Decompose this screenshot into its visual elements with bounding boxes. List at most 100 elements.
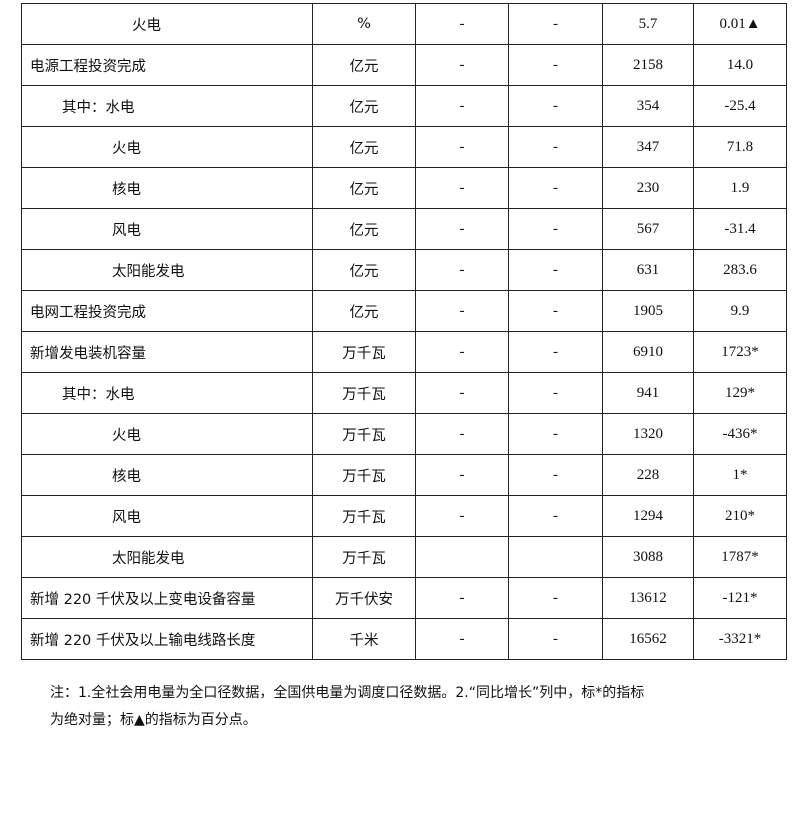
growth-cell: -121* [693, 577, 787, 619]
value-cell: - [508, 372, 603, 414]
value-cell: - [508, 249, 603, 291]
table-row: 电源工程投资完成 亿元 - -2158 14.0 [21, 44, 787, 86]
growth-cell: -436* [693, 413, 787, 455]
table-row: 新增发电装机容量 万千瓦 - -6910 1723* [21, 331, 787, 373]
value-cell: - [508, 577, 603, 619]
row-label: 新增 220 千伏及以上变电设备容量 [21, 577, 313, 619]
row-label: 太阳能发电 [21, 536, 313, 578]
value-cell: 6910 [602, 331, 694, 373]
row-label: 火电 [21, 126, 313, 168]
value-cell: - [508, 454, 603, 496]
value-cell: - [508, 3, 603, 45]
growth-cell: -25.4 [693, 85, 787, 127]
unit-cell: 万千瓦 [312, 372, 416, 414]
value-cell: - [415, 3, 509, 45]
value-cell [508, 536, 603, 578]
growth-cell: 14.0 [693, 44, 787, 86]
table-row: 风电 万千瓦 - -1294 210* [21, 495, 787, 537]
row-label: 新增发电装机容量 [21, 331, 313, 373]
value-cell: - [415, 372, 509, 414]
value-cell: 230 [602, 167, 694, 209]
unit-cell: 万千瓦 [312, 331, 416, 373]
footnote: 注：1.全社会用电量为全口径数据，全国供电量为调度口径数据。2.“同比增长”列中… [50, 680, 780, 734]
value-cell: 2158 [602, 44, 694, 86]
value-cell: - [508, 618, 603, 660]
row-label: 风电 [21, 208, 313, 250]
value-cell: - [415, 413, 509, 455]
value-cell: - [415, 495, 509, 537]
value-cell: - [415, 85, 509, 127]
value-cell: - [415, 618, 509, 660]
value-cell: 1905 [602, 290, 694, 332]
value-cell: - [508, 413, 603, 455]
unit-cell: 亿元 [312, 126, 416, 168]
value-cell: - [508, 126, 603, 168]
growth-cell: 1* [693, 454, 787, 496]
value-cell: - [415, 454, 509, 496]
row-label: 太阳能发电 [21, 249, 313, 291]
value-cell: - [508, 208, 603, 250]
row-label: 新增 220 千伏及以上输电线路长度 [21, 618, 313, 660]
unit-cell: 千米 [312, 618, 416, 660]
growth-cell: 1723* [693, 331, 787, 373]
value-cell: 347 [602, 126, 694, 168]
value-cell: 1320 [602, 413, 694, 455]
value-cell: - [415, 208, 509, 250]
row-label: 火电 [21, 3, 313, 45]
unit-cell: 亿元 [312, 44, 416, 86]
row-label: 风电 [21, 495, 313, 537]
unit-cell: 亿元 [312, 249, 416, 291]
value-cell: 941 [602, 372, 694, 414]
value-cell: 631 [602, 249, 694, 291]
value-cell: 13612 [602, 577, 694, 619]
table-row: 核电 亿元 - -230 1.9 [21, 167, 787, 209]
value-cell: - [415, 331, 509, 373]
table-row: 太阳能发电 万千瓦 3088 1787* [21, 536, 787, 578]
unit-cell: 亿元 [312, 208, 416, 250]
value-cell: - [508, 167, 603, 209]
growth-cell: 283.6 [693, 249, 787, 291]
table-row: 火电% - -5.7 0.01▲ [21, 3, 787, 45]
row-label: 电网工程投资完成 [21, 290, 313, 332]
row-label: 电源工程投资完成 [21, 44, 313, 86]
value-cell: - [415, 577, 509, 619]
value-cell: - [415, 167, 509, 209]
row-label: 其中：水电 [21, 372, 313, 414]
growth-cell: 1787* [693, 536, 787, 578]
table-row: 火电 亿元 - -347 71.8 [21, 126, 787, 168]
value-cell: - [508, 331, 603, 373]
value-cell: 228 [602, 454, 694, 496]
value-cell: - [508, 44, 603, 86]
table-row: 新增 220 千伏及以上变电设备容量 万千伏安 - -13612 -121* [21, 577, 787, 619]
unit-cell: 万千瓦 [312, 495, 416, 537]
table-row: 其中：水电 亿元 - -354 -25.4 [21, 85, 787, 127]
value-cell: 354 [602, 85, 694, 127]
table-row: 新增 220 千伏及以上输电线路长度 千米 - -16562 -3321* [21, 618, 787, 660]
value-cell: - [508, 290, 603, 332]
value-cell: - [508, 85, 603, 127]
unit-cell: 万千伏安 [312, 577, 416, 619]
value-cell: 3088 [602, 536, 694, 578]
unit-cell: 亿元 [312, 167, 416, 209]
unit-cell: 亿元 [312, 290, 416, 332]
value-cell: - [415, 126, 509, 168]
row-label: 火电 [21, 413, 313, 455]
table-row: 电网工程投资完成 亿元 - -1905 9.9 [21, 290, 787, 332]
unit-cell: 万千瓦 [312, 454, 416, 496]
growth-cell: 210* [693, 495, 787, 537]
growth-cell: 9.9 [693, 290, 787, 332]
row-label: 其中：水电 [21, 85, 313, 127]
unit-cell: 万千瓦 [312, 536, 416, 578]
growth-cell: -31.4 [693, 208, 787, 250]
value-cell: - [415, 44, 509, 86]
unit-cell: % [312, 3, 416, 45]
table-row: 其中：水电 万千瓦 - -941 129* [21, 372, 787, 414]
table-row: 风电 亿元 - -567 -31.4 [21, 208, 787, 250]
statistics-table: 火电% - -5.7 0.01▲ 电源工程投资完成 亿元 - -2158 14.0 其中：水电 亿元… [21, 3, 787, 660]
value-cell: 1294 [602, 495, 694, 537]
growth-cell: 0.01▲ [693, 3, 787, 45]
value-cell: - [415, 249, 509, 291]
table-row: 核电 万千瓦 - -228 1* [21, 454, 787, 496]
row-label: 核电 [21, 454, 313, 496]
growth-cell: 71.8 [693, 126, 787, 168]
